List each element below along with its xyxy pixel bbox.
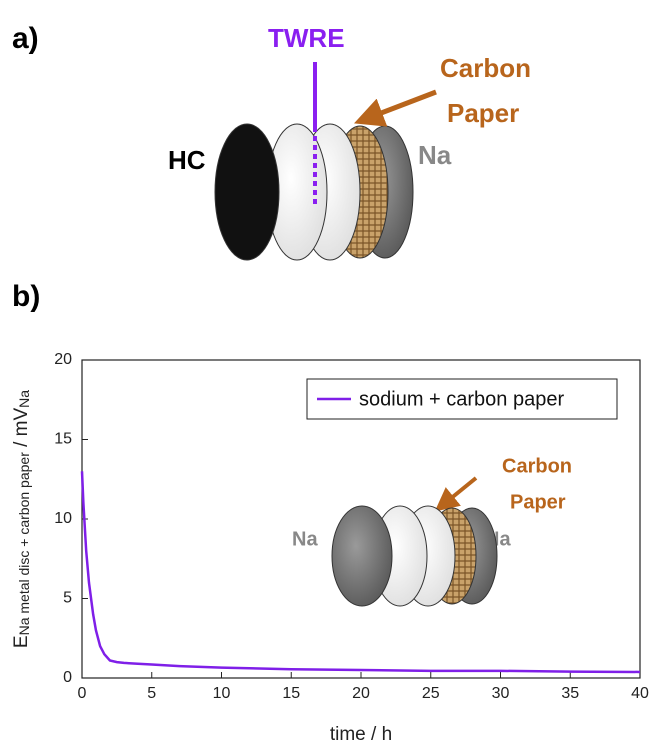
y-tick-label: 10 xyxy=(54,510,72,527)
x-tick-label: 0 xyxy=(78,685,87,702)
twre-label: TWRE xyxy=(268,23,345,53)
legend-entry: sodium + carbon paper xyxy=(359,388,564,410)
paper-label: Paper xyxy=(447,98,519,128)
carbon-label: Carbon xyxy=(440,53,531,83)
x-tick-label: 40 xyxy=(631,685,649,702)
y-tick-label: 20 xyxy=(54,351,72,368)
x-tick-label: 5 xyxy=(147,685,156,702)
x-tick-label: 15 xyxy=(282,685,300,702)
y-axis-label-part: Na metal disc + carbon paper xyxy=(16,452,32,636)
x-tick-label: 35 xyxy=(561,685,579,702)
inset-arrow xyxy=(444,478,476,504)
y-axis-label-part: E xyxy=(11,635,32,648)
x-tick-label: 20 xyxy=(352,685,370,702)
x-tick-label: 25 xyxy=(422,685,440,702)
y-axis-label-part: Na xyxy=(16,390,32,408)
y-tick-label: 5 xyxy=(63,590,72,607)
na-label: Na xyxy=(418,140,452,170)
inset-paper-label: Paper xyxy=(510,491,566,513)
y-tick-label: 15 xyxy=(54,431,72,448)
inset-carbon-label: Carbon xyxy=(502,455,572,477)
panel-label: b) xyxy=(12,280,40,313)
figure: a) TWRE Carbon Paper HC Na b) Na Na Carb… xyxy=(0,0,651,750)
inset-diagram xyxy=(332,506,497,606)
y-axis-label: ENa metal disc + carbon paper / mVNa xyxy=(11,390,32,648)
panel-label: a) xyxy=(12,22,39,55)
arrow xyxy=(368,92,436,118)
x-axis-label: time / h xyxy=(330,724,392,745)
x-tick-label: 10 xyxy=(213,685,231,702)
x-tick-label: 30 xyxy=(492,685,510,702)
y-axis-label-part: / mV xyxy=(11,407,32,452)
inset-na-label: Na xyxy=(292,528,318,550)
y-tick-label: 0 xyxy=(63,669,72,686)
hc-label: HC xyxy=(168,145,206,175)
